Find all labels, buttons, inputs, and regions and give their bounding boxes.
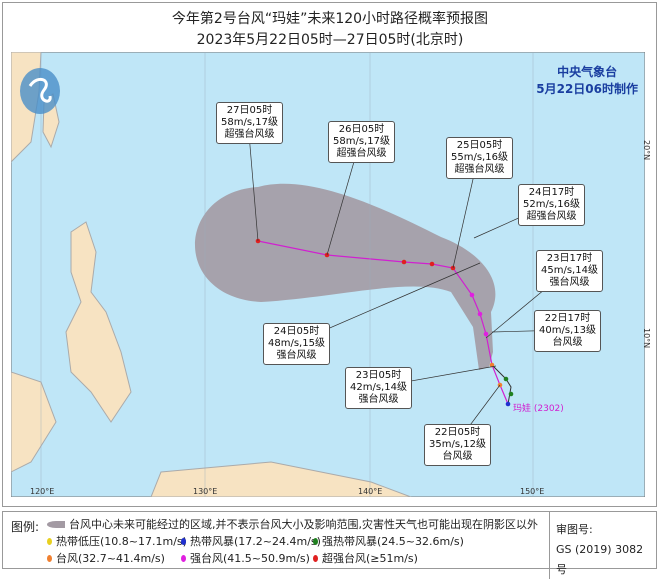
track-point [477,311,483,317]
lon-tick: 130°E [193,487,218,496]
track-point [429,261,435,267]
track-point [469,292,475,298]
made-time: 5月22日06时制作 [536,82,638,96]
forecast-time: 22日05时 [434,427,481,438]
forecast-level: 强台风级 [549,277,590,288]
forecast-level: 超强台风级 [224,129,275,140]
legend: 图例: 台风中心未来可能经过的区域,并不表示台风大小及影响范围,灾害性天气也可能… [2,511,657,579]
legend-dot-icon [313,538,318,545]
forecast-time: 25日05时 [456,140,503,151]
forecast-label-box: 22日05时 35m/s,12级 台风级 [424,424,491,466]
legend-item: 超强台风(≥51m/s) [313,550,418,566]
forecast-wind: 55m/s,16级 [451,152,508,163]
forecast-wind: 58m/s,17级 [333,136,390,147]
forecast-wind: 42m/s,14级 [350,382,407,393]
forecast-wind: 58m/s,17级 [221,117,278,128]
forecast-time: 27日05时 [226,105,273,116]
legend-item-text: 热带低压(10.8~17.1m/s) [56,535,187,548]
lat-tick: 20°N [642,140,651,161]
forecast-label-box: 22日17时 40m/s,13级 台风级 [534,310,601,352]
forecast-time: 24日17时 [528,187,575,198]
storm-name-label: 玛娃 (2302) [513,402,564,414]
forecast-time: 23日05时 [355,370,402,381]
forecast-label-box: 25日05时 55m/s,16级 超强台风级 [446,137,513,179]
past-point [505,401,511,407]
review-number: 审图号: GS (2019) 3082号 [549,512,656,579]
forecast-label-box: 27日05时 58m/s,17级 超强台风级 [216,102,283,144]
forecast-level: 强台风级 [276,350,317,361]
review-label: 审图号: [556,523,593,536]
map-subtitle: 2023年5月22日05时—27日05时(北京时) [196,32,464,48]
lat-tick: 10°N [642,328,651,349]
past-point [503,376,509,382]
forecast-level: 台风级 [442,451,473,462]
forecast-level: 强台风级 [358,394,399,405]
cma-logo-icon [20,68,60,114]
forecast-wind: 45m/s,14级 [541,265,598,276]
agency-name: 中央气象台 [557,65,618,79]
frame [2,2,657,507]
forecast-time: 24日05时 [273,326,320,337]
forecast-wind: 40m/s,13级 [539,325,596,336]
legend-item: 强台风(41.5~50.9m/s) [181,550,310,566]
legend-item: 热带风暴(17.2~24.4m/s) [181,533,321,549]
lon-tick: 120°E [30,487,55,496]
review-value: GS (2019) 3082号 [556,543,644,576]
map-title: 今年第2号台风“玛娃”未来120小时路径概率预报图 [171,11,489,27]
legend-item-text: 台风(32.7~41.4m/s) [56,552,165,565]
forecast-level: 台风级 [552,337,583,348]
forecast-label-box: 24日05时 48m/s,15级 强台风级 [263,323,330,365]
past-point [508,391,514,397]
legend-item: 强热带风暴(24.5~32.6m/s) [313,533,464,549]
forecast-time: 26日05时 [338,124,385,135]
legend-cone: 台风中心未来可能经过的区域,并不表示台风大小及影响范围,灾害性天气也可能出现在阴… [47,516,538,532]
forecast-wind: 52m/s,16级 [523,199,580,210]
lon-tick: 150°E [520,487,545,496]
legend-item-text: 强热带风暴(24.5~32.6m/s) [322,535,464,548]
forecast-level: 超强台风级 [336,148,387,159]
lon-tick: 140°E [358,487,383,496]
forecast-level: 超强台风级 [526,211,577,222]
agency-stamp: 中央气象台 5月22日06时制作 [536,64,638,98]
forecast-cone [194,183,496,370]
track-point [483,331,489,337]
legend-item: 台风(32.7~41.4m/s) [47,550,165,566]
forecast-label-box: 23日05时 42m/s,14级 强台风级 [345,367,412,409]
forecast-wind: 35m/s,12级 [429,439,486,450]
legend-dot-icon [181,555,186,562]
land-newguinea [150,461,412,497]
legend-dot-icon [313,555,318,562]
legend-dot-icon [181,538,186,545]
forecast-label-box: 24日17时 52m/s,16级 超强台风级 [518,184,585,226]
legend-dot-icon [47,538,52,545]
forecast-level: 超强台风级 [454,164,505,175]
legend-cone-text: 台风中心未来可能经过的区域,并不表示台风大小及影响范围,灾害性天气也可能出现在阴… [69,518,538,531]
land-philippines [65,221,132,423]
legend-item-text: 热带风暴(17.2~24.4m/s) [190,535,321,548]
legend-label: 图例: [11,520,40,534]
land-borneo [11,371,57,473]
forecast-label-box: 23日17时 45m/s,14级 强台风级 [536,250,603,292]
legend-item-text: 强台风(41.5~50.9m/s) [190,552,310,565]
forecast-wind: 48m/s,15级 [268,338,325,349]
track-point [401,259,407,265]
legend-item: 热带低压(10.8~17.1m/s) [47,533,187,549]
legend-item-text: 超强台风(≥51m/s) [322,552,418,565]
legend-dot-icon [47,555,52,562]
forecast-label-box: 26日05时 58m/s,17级 超强台风级 [328,121,395,163]
forecast-time: 23日17时 [546,253,593,264]
forecast-time: 22日17时 [544,313,591,324]
